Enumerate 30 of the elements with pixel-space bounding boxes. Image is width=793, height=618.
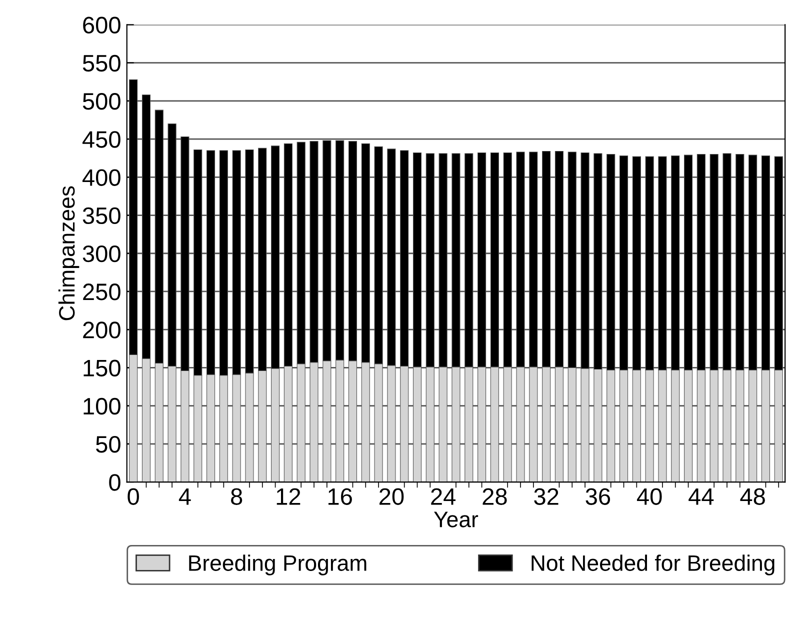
x-tick-label: 8 [231,488,242,505]
legend-label: Breeding Program [189,554,366,576]
x-tick-label: 12 [276,488,300,505]
x-tick-label: 20 [380,488,404,505]
y-tick-label: 150 [84,360,120,376]
y-tick-label: 400 [82,169,120,186]
x-axis-title: Year [434,512,478,528]
x-tick-label: 0 [128,488,139,505]
y-tick-label: 350 [82,207,120,224]
y-tick-label: 0 [109,474,120,491]
x-tick-label: 48 [740,488,765,505]
x-tick-label: 40 [636,488,662,505]
y-tick-label: 200 [83,322,120,338]
x-tick-label: 4 [178,488,191,505]
y-tick-label: 600 [83,16,120,34]
y-axis-title: Chimpanzees [58,186,80,320]
y-tick-label: 500 [82,93,120,110]
y-tick-label: 50 [96,436,120,453]
y-tick-label: 550 [82,54,120,72]
y-tick-label: 450 [82,131,120,148]
x-tick-label: 28 [482,488,507,505]
y-tick-label: 100 [84,398,120,415]
x-tick-label: 44 [688,488,714,505]
y-tick-label: 300 [82,245,120,262]
x-tick-label: 24 [431,488,456,505]
y-tick-label: 250 [83,284,120,300]
x-tick-label: 16 [328,488,352,505]
legend-label: Not Needed for Breeding [532,554,774,576]
x-tick-label: 32 [534,488,558,505]
x-tick-label: 36 [586,488,610,505]
